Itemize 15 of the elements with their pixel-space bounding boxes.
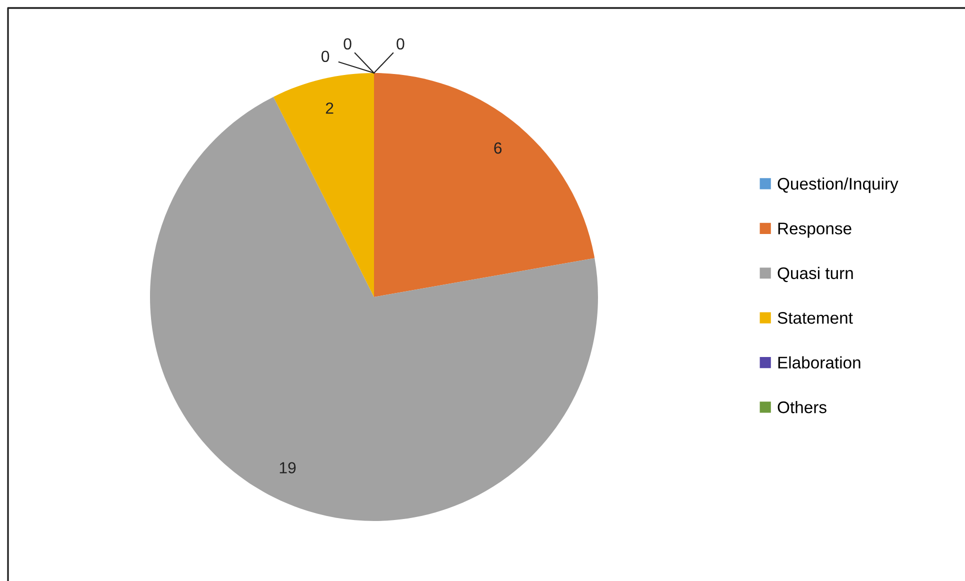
legend-label: Quasi turn xyxy=(778,266,853,282)
legend-label: Others xyxy=(778,400,826,414)
legend-label: Question/Inquiry xyxy=(778,177,898,194)
legend-label: Elaboration xyxy=(778,356,860,369)
text: 0 xyxy=(344,38,352,50)
legend-label: Response xyxy=(778,222,852,238)
data-label: 6 xyxy=(494,142,502,154)
text: 0 xyxy=(322,50,330,62)
text: 0 xyxy=(396,38,404,50)
pie-slice xyxy=(374,73,595,297)
legend-label: Statement xyxy=(778,312,853,324)
data-label: 19 xyxy=(280,462,296,474)
pie-slice xyxy=(150,96,598,521)
data-label: 2 xyxy=(326,102,334,114)
pie-slice xyxy=(273,73,374,297)
